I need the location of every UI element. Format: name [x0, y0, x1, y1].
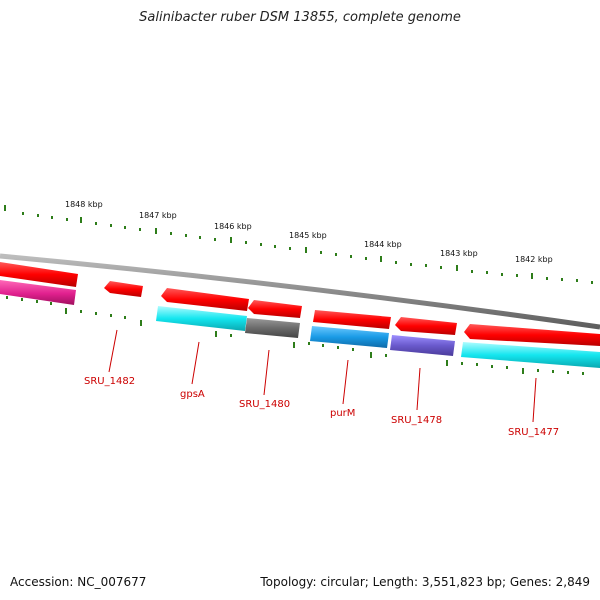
gene-label[interactable]: SRU_1477	[508, 427, 559, 438]
gene-block[interactable]	[310, 326, 389, 348]
scale-label: 1847 kbp	[139, 211, 177, 220]
gene-block[interactable]	[245, 318, 300, 338]
gene-block[interactable]	[0, 280, 76, 305]
scale-label: 1844 kbp	[364, 240, 402, 249]
scale-major-tick	[456, 265, 458, 271]
gene-arrow[interactable]	[313, 310, 391, 329]
gene-block[interactable]	[156, 306, 247, 331]
scale-label: 1845 kbp	[289, 231, 327, 240]
accession-text: Accession: NC_007677	[10, 575, 147, 589]
red-gene-track	[0, 262, 600, 346]
scale-label: 1843 kbp	[440, 249, 478, 258]
genome-summary-text: Topology: circular; Length: 3,551,823 bp…	[260, 575, 590, 589]
gene-block[interactable]	[390, 335, 455, 356]
scale-major-tick	[305, 247, 307, 253]
gene-labels: SRU_1482 gpsA SRU_1480 purM SRU_1478 SRU…	[84, 376, 559, 438]
scale-labels: 1848 kbp 1847 kbp 1846 kbp 1845 kbp 1844…	[65, 200, 553, 264]
cog-gene-track	[0, 280, 600, 368]
scale-major-tick	[531, 273, 533, 279]
label-leaders	[108, 329, 537, 423]
scale-major-tick	[155, 228, 157, 234]
scale-major-tick	[80, 217, 82, 223]
scale-major-tick	[230, 237, 232, 243]
gene-arrow[interactable]	[248, 300, 302, 318]
gene-label[interactable]: SRU_1482	[84, 376, 135, 387]
gene-label[interactable]: SRU_1480	[239, 399, 290, 410]
gene-arrow[interactable]	[464, 324, 600, 346]
gene-label[interactable]: gpsA	[180, 389, 205, 400]
gene-arrow[interactable]	[104, 281, 143, 297]
gene-label[interactable]: SRU_1478	[391, 415, 442, 426]
gene-arrow[interactable]	[0, 262, 78, 287]
scale-label: 1848 kbp	[65, 200, 103, 209]
outer-scale-ticks	[4, 205, 593, 284]
gene-block[interactable]	[461, 342, 600, 368]
inner-scale-ticks	[6, 296, 584, 375]
genome-backbone	[0, 253, 600, 330]
gene-label[interactable]: purM	[330, 408, 355, 419]
scale-major-tick	[380, 256, 382, 262]
scale-label: 1842 kbp	[515, 255, 553, 264]
scale-major-tick	[4, 205, 6, 211]
map-title: Salinibacter ruber DSM 13855, complete g…	[139, 10, 461, 25]
scale-label: 1846 kbp	[214, 222, 252, 231]
gene-arrow[interactable]	[395, 317, 457, 335]
gene-arrow[interactable]	[161, 288, 249, 311]
